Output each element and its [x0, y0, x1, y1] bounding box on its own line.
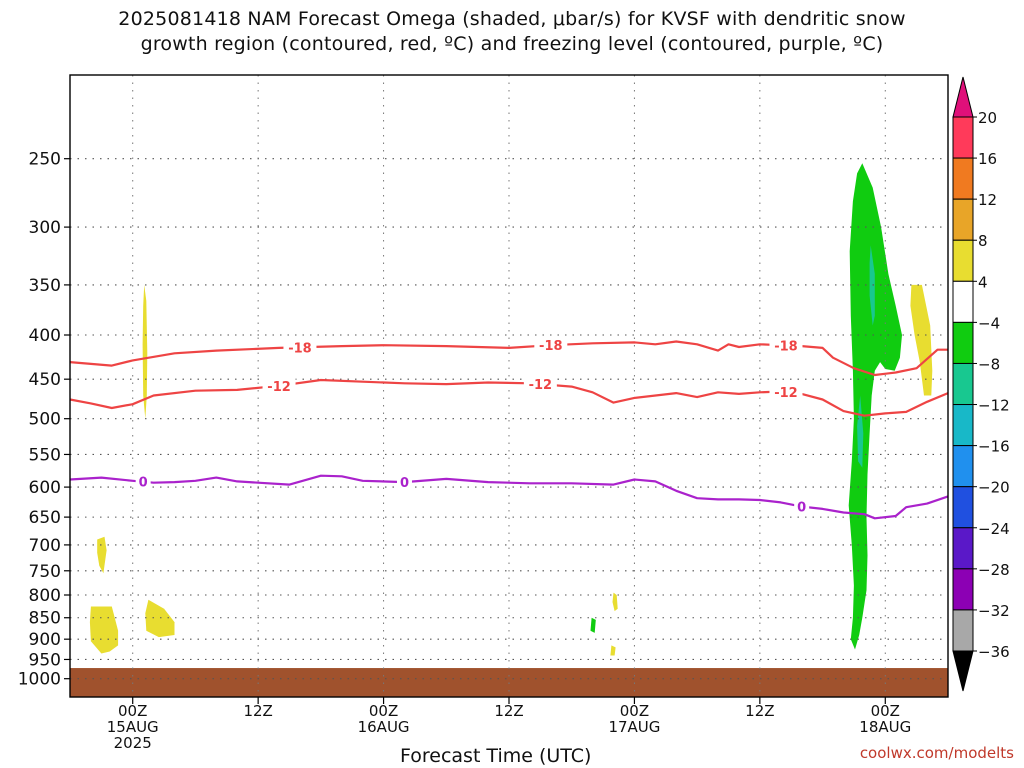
contour-label-bg [396, 474, 412, 491]
colorbar-bottom-arrow [952, 650, 974, 692]
colorbar-label-7: −12 [978, 397, 1010, 415]
contour-label-bg [794, 498, 810, 515]
x-tick-label-5-0: 12Z [745, 702, 774, 720]
y-tick-label-300: 300 [29, 218, 61, 238]
contour-label-bg [262, 377, 296, 394]
colorbar: 20 16 12 8 4 −4 −8 −12 −16 −20 −24 −28 −32 −36 [952, 76, 1010, 692]
y-tick-label-750: 750 [29, 562, 61, 582]
colorbar-top-arrow [952, 76, 974, 118]
x-tick-label-0-2: 2025 [114, 734, 152, 752]
colorbar-label-11: −28 [978, 561, 1010, 579]
omega-region-4 [612, 592, 618, 612]
x-tick-label-6-1: 18AUG [859, 718, 911, 736]
omega-region-0 [142, 284, 148, 419]
x-tick-label-2-1: 16AUG [358, 718, 410, 736]
y-tick-label-550: 550 [29, 445, 61, 465]
chart-title: 2025081418 NAM Forecast Omega (shaded, μ… [118, 8, 906, 30]
omega-region-6 [590, 617, 596, 633]
contour-label-0: 0 [139, 476, 148, 491]
contour-label-0: 0 [797, 501, 806, 516]
colorbar-segment-8 [952, 445, 974, 488]
colorbar-label-6: −8 [978, 355, 1000, 373]
contour-label-bg [523, 376, 557, 393]
colorbar-label-2: 12 [978, 191, 997, 209]
contour-label-bg [769, 337, 803, 354]
contour-label-bg [534, 337, 568, 354]
y-tick-label-800: 800 [29, 586, 61, 606]
colorbar-label-13: −36 [978, 643, 1010, 661]
colorbar-label-9: −20 [978, 479, 1010, 497]
y-tick-label-700: 700 [29, 536, 61, 556]
y-tick-label-600: 600 [29, 478, 61, 498]
x-tick-label-0-0: 00Z [118, 702, 147, 720]
y-tick-label-250: 250 [29, 150, 61, 170]
contour-label--12: -12 [267, 380, 291, 395]
colorbar-segment-5 [952, 321, 974, 364]
x-axis-label: Forecast Time (UTC) [400, 745, 592, 767]
colorbar-label-5: −4 [978, 314, 1000, 332]
colorbar-segment-11 [952, 568, 974, 611]
contour-line--18 [69, 340, 948, 377]
x-tick-label-4-0: 00Z [620, 702, 649, 720]
x-tick-label-6-0: 00Z [871, 702, 900, 720]
y-tick-label-400: 400 [29, 326, 61, 346]
colorbar-segment-3 [952, 239, 974, 282]
y-tick-label-350: 350 [29, 276, 61, 296]
x-tick-label-0-1: 15AUG [107, 718, 159, 736]
colorbar-segment-0 [952, 116, 974, 159]
colorbar-segment-12 [952, 609, 974, 652]
y-tick-label-900: 900 [29, 630, 61, 650]
contour-label-bg [283, 339, 317, 356]
x-tick-label-2-0: 00Z [369, 702, 398, 720]
contour-label--18: -18 [774, 339, 798, 354]
colorbar-segment-4 [952, 280, 974, 323]
contour-label--12: -12 [529, 378, 553, 393]
contour-label--18: -18 [288, 341, 312, 356]
colorbar-segment-2 [952, 198, 974, 241]
x-tick-label-3-0: 12Z [494, 702, 523, 720]
y-tick-label-850: 850 [29, 609, 61, 629]
omega-region-2 [89, 606, 119, 654]
contour-line--12 [69, 378, 949, 417]
colorbar-segment-1 [952, 157, 974, 200]
y-tick-label-500: 500 [29, 410, 61, 430]
y-tick-label-650: 650 [29, 508, 61, 528]
omega-region-8 [848, 163, 902, 650]
contour-label--12: -12 [774, 386, 798, 401]
colorbar-label-4: 4 [978, 273, 988, 291]
source-credit: coolwx.com/modelts [859, 744, 1014, 762]
colorbar-label-1: 16 [978, 150, 997, 168]
contour-label-0: 0 [400, 476, 409, 491]
colorbar-label-12: −32 [978, 602, 1010, 620]
contour-line-0 [69, 474, 949, 520]
chart-subtitle: growth region (contoured, red, ºC) and f… [140, 33, 884, 55]
contour-label-bg [135, 473, 151, 490]
colorbar-segment-6 [952, 362, 974, 406]
contour-label-bg [769, 384, 803, 401]
colorbar-label-10: −24 [978, 520, 1010, 538]
y-tick-label-1000: 1000 [18, 670, 61, 690]
plot-area: -18 -18 -18 -12 -12 -12 0 0 0 250 300 350 400 450 500 5… [18, 74, 949, 752]
y-tick-label-950: 950 [29, 650, 61, 670]
colorbar-label-8: −16 [978, 438, 1010, 456]
omega-region-5 [610, 645, 616, 656]
contour-label--18: -18 [539, 339, 563, 354]
colorbar-segment-7 [952, 404, 974, 447]
omega-region-9 [869, 245, 875, 326]
x-tick-label-1-0: 12Z [243, 702, 272, 720]
omega-region-7 [910, 284, 933, 396]
colorbar-label-0: 20 [978, 109, 997, 127]
x-tick-label-4-1: 17AUG [608, 718, 660, 736]
colorbar-segment-10 [952, 527, 974, 570]
colorbar-segment-9 [952, 486, 974, 529]
omega-region-1 [97, 536, 107, 574]
y-tick-label-450: 450 [29, 370, 61, 390]
omega-region-3 [145, 599, 175, 638]
plot-frame [69, 74, 949, 698]
colorbar-label-3: 8 [978, 232, 988, 250]
